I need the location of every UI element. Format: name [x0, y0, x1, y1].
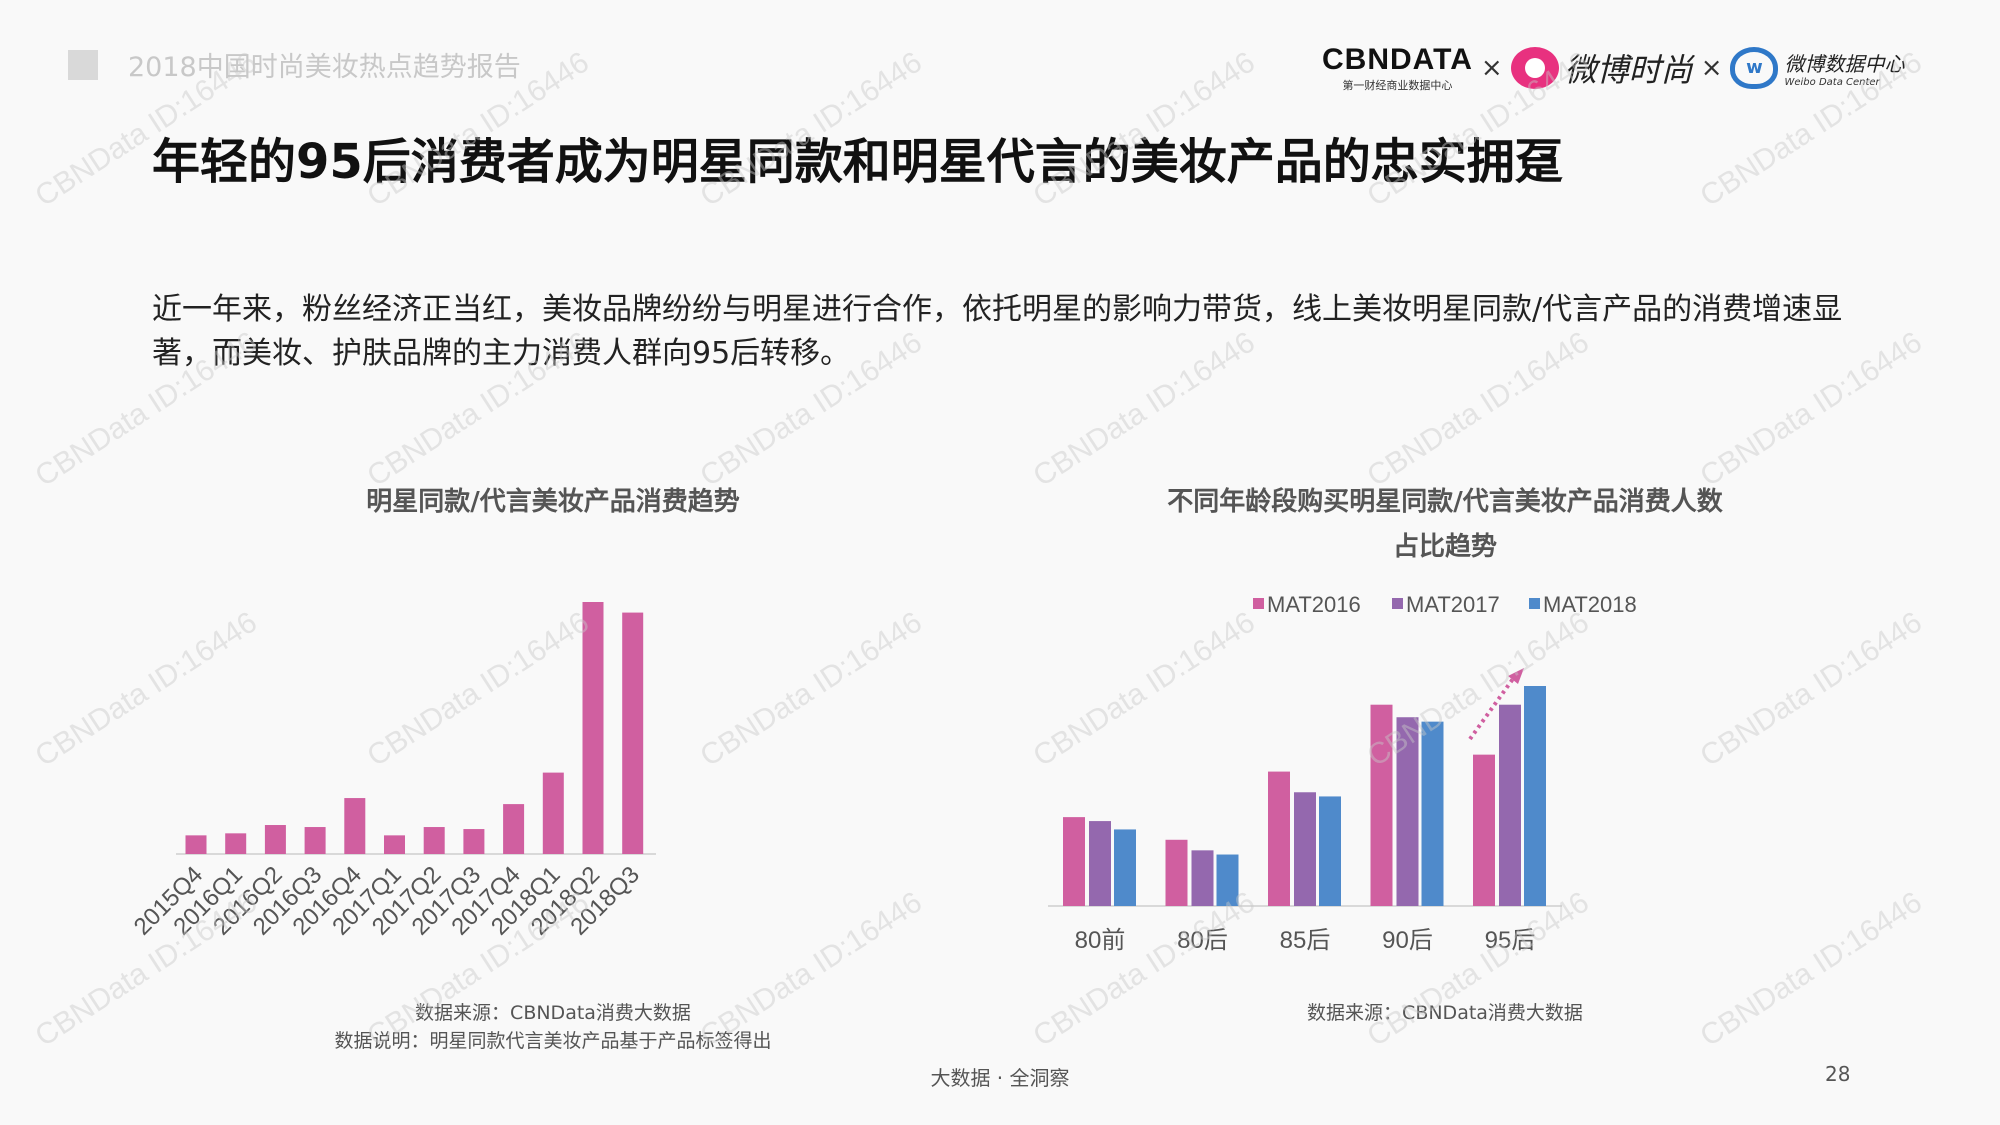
x-tick-label: 80后	[1177, 927, 1228, 954]
bar-85后-MAT2018	[1319, 796, 1341, 906]
legend-label-MAT2018: MAT2018	[1543, 592, 1637, 617]
weibo-data-logo-text: 微博数据中心	[1784, 52, 1905, 76]
right-chart-title-line1: 不同年龄段购买明星同款/代言美妆产品消费人数	[1167, 487, 1723, 517]
legend-label-MAT2017: MAT2017	[1406, 592, 1500, 617]
bar-2017Q4	[503, 804, 525, 854]
page-number: 28	[1825, 1062, 1851, 1086]
bar-80后-MAT2017	[1191, 850, 1214, 906]
bar-2017Q2	[423, 827, 445, 854]
bar-80前-MAT2017	[1089, 821, 1111, 906]
weibo-fashion-logo-text: 微博时尚	[1564, 51, 1693, 89]
bar-2018Q2	[582, 602, 604, 854]
bar-2015Q4	[185, 835, 207, 854]
report-title: 2018中国时尚美妆热点趋势报告	[128, 52, 521, 83]
bar-90后-MAT2017	[1396, 717, 1419, 906]
summary-paragraph: 近一年来，粉丝经济正当红，美妆品牌纷纷与明星进行合作，依托明星的影响力带货，线上…	[152, 292, 1843, 371]
bar-80后-MAT2016	[1165, 839, 1188, 906]
bar-2016Q3	[304, 827, 326, 854]
bar-2016Q1	[225, 833, 247, 854]
x-tick-label: 85后	[1280, 927, 1331, 954]
cbndata-logo-subtitle: 第一财经商业数据中心	[1342, 79, 1453, 92]
bar-85后-MAT2017	[1294, 792, 1316, 906]
cbndata-logo: CBNDATA 第一财经商业数据中心 × 微博时尚 × w 微博数据中心 Wei…	[1322, 38, 1904, 98]
x-tick-label: 80前	[1075, 927, 1126, 954]
bar-90后-MAT2018	[1421, 721, 1444, 906]
x-tick-label: 95后	[1485, 927, 1536, 954]
bar-80前-MAT2016	[1063, 817, 1085, 906]
bar-95后-MAT2018	[1524, 686, 1546, 906]
bar-2017Q1	[384, 835, 405, 854]
weibo-fashion-icon	[1510, 47, 1559, 89]
bar-2017Q3	[463, 829, 485, 854]
bar-85后-MAT2016	[1268, 771, 1290, 906]
page-title: 年轻的95后消费者成为明星同款和明星代言的美妆产品的忠实拥趸	[152, 134, 1563, 190]
left-chart-note: 数据说明：明星同款代言美妆产品基于产品标签得出	[334, 1030, 772, 1052]
legend-label-MAT2016: MAT2016	[1267, 592, 1361, 617]
legend-swatch-MAT2018	[1529, 598, 1540, 609]
cbndata-logo-text: CBNDATA	[1322, 43, 1473, 76]
bar-90后-MAT2016	[1370, 704, 1393, 906]
bar-95后-MAT2016	[1473, 754, 1495, 906]
left-chart-source: 数据来源：CBNData消费大数据	[415, 1002, 691, 1024]
bar-80前-MAT2018	[1114, 829, 1136, 906]
legend-swatch-MAT2017	[1392, 598, 1403, 609]
times-sign: ×	[1700, 53, 1723, 83]
bar-2018Q3	[622, 612, 644, 854]
bar-2018Q1	[542, 772, 564, 854]
bar-2016Q4	[344, 798, 366, 854]
legend-swatch-MAT2016	[1253, 598, 1264, 609]
bar-95后-MAT2017	[1499, 704, 1521, 906]
trend-arrow-head-icon	[1508, 668, 1524, 684]
weibo-data-icon: w	[1730, 47, 1779, 89]
right-chart-source: 数据来源：CBNData消费大数据	[1307, 1002, 1583, 1024]
footer-slogan: 大数据 · 全洞察	[930, 1066, 1070, 1090]
x-tick-label: 90后	[1382, 927, 1433, 954]
trend-arrow-line	[1468, 674, 1517, 741]
right-chart-title-line2: 占比趋势	[1392, 532, 1497, 562]
times-sign: ×	[1480, 53, 1503, 83]
left-chart-title: 明星同款/代言美妆产品消费趋势	[366, 487, 740, 517]
bar-80后-MAT2018	[1216, 854, 1239, 906]
bar-2016Q2	[264, 825, 286, 854]
header-square	[68, 50, 98, 80]
weibo-data-logo-subtitle: Weibo Data Center	[1784, 77, 1880, 88]
